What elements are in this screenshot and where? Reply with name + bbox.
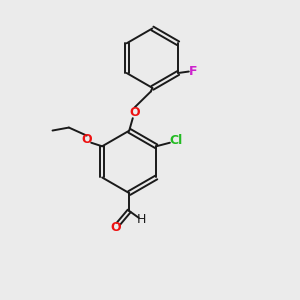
Text: O: O (110, 221, 121, 234)
Text: Cl: Cl (170, 134, 183, 147)
Text: O: O (129, 106, 140, 119)
Text: O: O (81, 133, 92, 146)
Text: F: F (189, 65, 198, 78)
Text: H: H (137, 213, 146, 226)
